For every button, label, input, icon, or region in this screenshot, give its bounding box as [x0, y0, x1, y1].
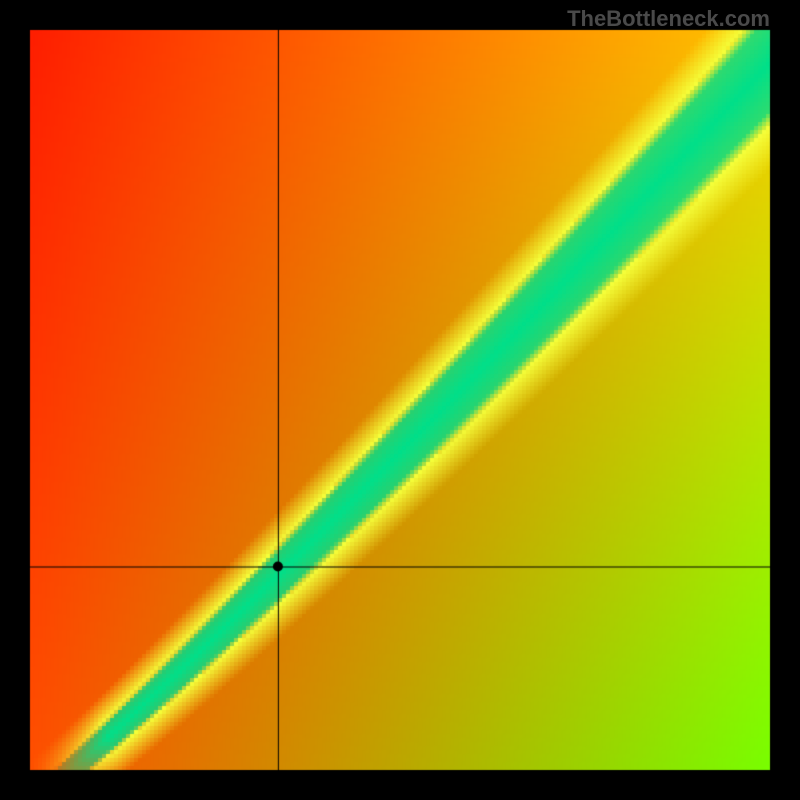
watermark-text: TheBottleneck.com: [567, 6, 770, 32]
heatmap-canvas: [0, 0, 800, 800]
chart-container: TheBottleneck.com: [0, 0, 800, 800]
